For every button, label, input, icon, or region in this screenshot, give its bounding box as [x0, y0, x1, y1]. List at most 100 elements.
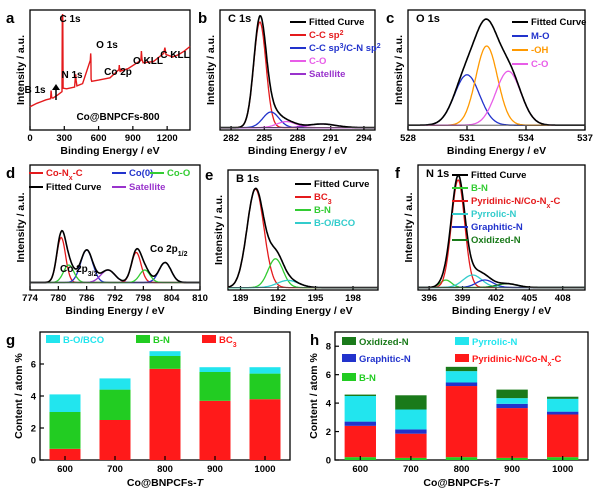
- bar-B-O/BCO-800: [149, 351, 181, 356]
- bar-Pyrrolic-N-600: [344, 396, 376, 422]
- legend-entry: Fitted Curve: [314, 179, 369, 190]
- peak-B-N: [228, 258, 378, 289]
- x-tick-label: 804: [164, 293, 181, 304]
- x-tick-label: 600: [57, 464, 73, 475]
- legend-entry: -OH: [531, 45, 549, 56]
- legend-swatch: [455, 337, 469, 345]
- peak-B-O/BCO: [228, 279, 378, 289]
- x-axis-label: Binding Energy / eV: [65, 305, 164, 317]
- legend-swatch: [342, 354, 356, 362]
- x-tick-label: 534: [518, 133, 535, 144]
- fitted-curve: [227, 187, 378, 289]
- sample-label: Co@BNPCFs-800: [76, 112, 160, 123]
- legend-entry: Graphitic-N: [359, 354, 411, 365]
- legend-entry: Fitted Curve: [471, 170, 526, 181]
- x-tick-label: 402: [488, 293, 504, 304]
- x-tick-label: 531: [459, 133, 476, 144]
- axes-c: [407, 9, 586, 131]
- x-tick-label: 1000: [254, 464, 275, 475]
- x-tick-label: 786: [79, 293, 95, 304]
- x-axis-label: Co@BNPCFs-T: [127, 477, 205, 489]
- y-tick-label: 6: [326, 370, 331, 381]
- legend-entry: Pyrrolic-N: [472, 337, 518, 348]
- x-tick-label: 300: [56, 133, 72, 144]
- x-tick-label: 291: [323, 133, 340, 144]
- x-tick-label: 810: [192, 293, 208, 304]
- panel-letter: e: [205, 167, 213, 184]
- fitted-curve: [220, 14, 375, 129]
- x-tick-label: 1200: [157, 133, 178, 144]
- panel-letter: h: [310, 332, 319, 349]
- y-tick-label: 4: [326, 399, 332, 410]
- y-axis-label: Intensity / a.u.: [403, 192, 415, 262]
- y-tick-label: 2: [326, 427, 331, 438]
- x-tick-label: 189: [233, 293, 249, 304]
- legend-entry: Satellite: [129, 182, 165, 193]
- legend-entry: C-O: [309, 56, 326, 67]
- peak-annotation: O KLL: [133, 56, 163, 67]
- bar-Pyridinic-N/Co-NX-C-600: [344, 425, 376, 458]
- legend-entry: Oxidized-N: [359, 337, 409, 348]
- x-tick-label: 285: [256, 133, 273, 144]
- x-tick-label: 0: [27, 133, 32, 144]
- legend-entry: B-N: [153, 335, 170, 346]
- bar-Pyridinic-N/Co-NX-C-900: [496, 408, 528, 458]
- bar-BC3-1000: [249, 399, 281, 460]
- bar-B-O/BCO-700: [99, 378, 131, 390]
- y-axis-label: Intensity / a.u.: [15, 192, 27, 262]
- peak-Co-O: [30, 264, 200, 284]
- bar-Pyrrolic-N-700: [395, 409, 427, 430]
- legend-entry: B-N: [471, 183, 488, 194]
- legend-entry: Pyridinic-N/Co-Nx-C: [471, 196, 561, 210]
- y-axis-label: Intensity / a.u.: [393, 35, 405, 105]
- legend-entry: Co(0): [129, 168, 153, 179]
- bar-Graphitic-N-1000: [547, 411, 579, 415]
- legend-entry: Fitted Curve: [46, 182, 101, 193]
- bar-BC3-700: [99, 420, 131, 460]
- x-axis-label: Binding Energy / eV: [452, 305, 551, 317]
- x-tick-label: 774: [22, 293, 39, 304]
- y-tick-label: 4: [31, 392, 37, 403]
- x-tick-label: 192: [270, 293, 286, 304]
- bar-Graphitic-N-800: [445, 382, 478, 387]
- legend-entry: B-O/BCO: [314, 218, 355, 229]
- x-tick-label: 1000: [552, 464, 573, 475]
- bar-BC3-800: [149, 368, 181, 460]
- x-tick-label: 700: [107, 464, 123, 475]
- legend-entry: C-C sp2: [309, 30, 344, 42]
- panel-letter: c: [386, 10, 394, 27]
- panel-title: N 1s: [426, 168, 449, 180]
- axes-b: [219, 9, 376, 131]
- bar-B-N-900: [199, 372, 231, 401]
- bar-Oxidized-N-700: [395, 395, 427, 410]
- panel-title: O 1s: [416, 13, 440, 25]
- legend-entry: B-N: [314, 205, 331, 216]
- legend-entry: Fitted Curve: [309, 17, 364, 28]
- x-tick-label: 396: [421, 293, 437, 304]
- legend-entry: Co-Nx-C: [46, 168, 83, 182]
- y-tick-label: 2: [31, 424, 36, 435]
- x-tick-label: 600: [91, 133, 107, 144]
- y-tick-label: 0: [31, 456, 36, 467]
- arrow-head-icon: [52, 84, 60, 90]
- bar-B-O/BCO-600: [49, 394, 81, 412]
- panel-title: B 1s: [236, 173, 259, 185]
- y-axis-label: Content / atom %: [308, 352, 320, 438]
- legend-swatch: [136, 335, 150, 343]
- x-axis-label: Binding Energy / eV: [253, 305, 352, 317]
- bar-Pyridinic-N/Co-NX-C-700: [395, 433, 427, 458]
- y-tick-label: 0: [326, 456, 331, 467]
- bar-B-N-1000: [249, 373, 281, 400]
- x-tick-label: 408: [555, 293, 571, 304]
- panel-letter: f: [395, 165, 401, 182]
- x-tick-label: 900: [207, 464, 223, 475]
- peak-annotation: Co 2p1/2: [150, 244, 188, 258]
- y-axis-label: Intensity / a.u.: [15, 35, 27, 105]
- x-tick-label: 900: [504, 464, 520, 475]
- y-tick-label: 8: [326, 342, 331, 353]
- bar-Pyrrolic-N-800: [445, 371, 478, 383]
- legend-entry: Co-O: [167, 168, 190, 179]
- peak-annotation: O 1s: [96, 40, 118, 51]
- peak-annotation: Co 2p3/2: [60, 264, 98, 278]
- peak-annotation: Co 2p: [104, 67, 132, 78]
